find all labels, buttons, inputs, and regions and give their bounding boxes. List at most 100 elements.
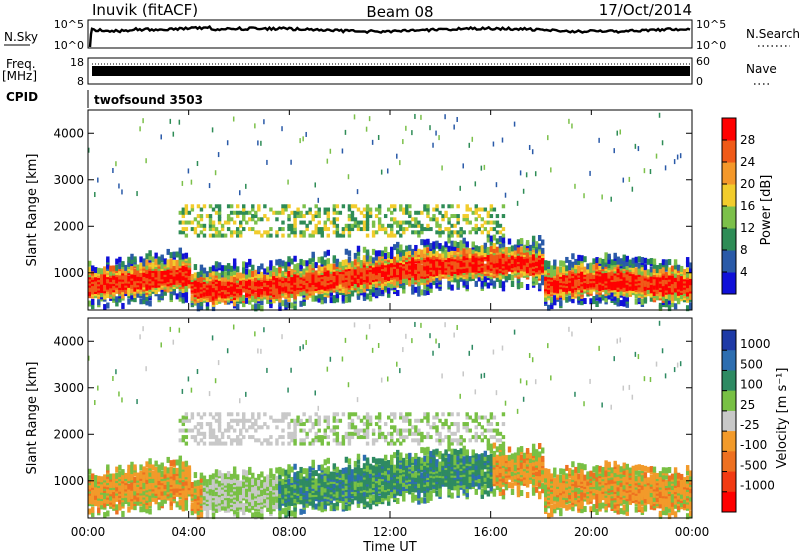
power-cell: [320, 279, 324, 286]
power-cell: [359, 227, 364, 232]
power-cell: [193, 217, 198, 222]
power-cell: [402, 230, 406, 235]
velocity-cell: [166, 482, 170, 489]
velocity-cell: [275, 496, 279, 503]
power-cell: [181, 227, 186, 232]
velocity-cell: [199, 472, 204, 479]
power-cell: [133, 268, 137, 275]
power-cell: [193, 264, 198, 271]
power-cell: [362, 207, 367, 212]
freq-band: [92, 66, 690, 76]
velocity-cell: [118, 504, 122, 511]
power-cell: [181, 207, 186, 212]
velocity-cell: [208, 478, 213, 485]
velocity-cell: [115, 369, 117, 375]
power-cell: [257, 265, 261, 272]
power-cell: [571, 261, 575, 268]
velocity-cell: [248, 425, 252, 430]
power-cell: [242, 214, 246, 219]
power-cell: [347, 250, 352, 257]
power-cell: [314, 262, 318, 269]
power-cell: [459, 240, 463, 247]
power-cell: [362, 282, 367, 289]
power-cell: [586, 275, 590, 282]
velocity-cell: [163, 466, 167, 473]
velocity-cell: [124, 495, 128, 502]
power-cell: [214, 261, 219, 268]
power-cell: [254, 303, 258, 310]
power-cell: [184, 277, 189, 284]
power-cell: [480, 223, 485, 228]
power-cell: [311, 214, 315, 219]
power-cell: [320, 294, 324, 301]
power-cell: [513, 248, 518, 255]
power-cell: [516, 200, 519, 206]
power-cell: [625, 255, 629, 262]
power-cell: [480, 165, 483, 171]
power-cell: [408, 204, 412, 209]
velocity-cell: [284, 507, 288, 514]
power-cell: [658, 290, 663, 297]
velocity-cell: [263, 476, 267, 483]
velocity-cell: [269, 415, 273, 420]
power-cell: [559, 300, 563, 307]
power-cell: [441, 214, 445, 219]
velocity-cell: [145, 503, 149, 510]
power-cell: [205, 300, 210, 307]
power-cell: [562, 264, 566, 271]
power-cell: [426, 263, 430, 270]
power-cell: [323, 278, 327, 285]
velocity-cell: [229, 473, 234, 480]
power-cell: [278, 304, 282, 311]
power-cell: [483, 246, 488, 253]
power-cell: [447, 230, 451, 235]
power-cell: [649, 169, 652, 175]
power-cell: [287, 270, 291, 277]
power-cell: [242, 271, 246, 278]
power-cell: [547, 304, 551, 311]
power-cell: [320, 233, 324, 238]
power-cell: [190, 220, 195, 225]
velocity-cell: [242, 412, 246, 417]
power-cell: [317, 210, 321, 215]
power-cell: [353, 259, 358, 266]
velocity-cell: [239, 438, 243, 443]
velocity-cell: [266, 367, 268, 373]
power-cell: [190, 294, 195, 301]
power-cell: [386, 266, 391, 273]
power-cell: [278, 210, 282, 215]
power-cell: [365, 282, 370, 289]
power-cell: [103, 266, 107, 273]
power-cell: [239, 220, 243, 225]
velocity-cell: [293, 441, 297, 446]
power-cell: [486, 236, 491, 243]
velocity-cell: [133, 464, 137, 471]
power-cell: [311, 251, 315, 258]
power-cell: [239, 230, 243, 235]
power-cell: [260, 263, 264, 270]
power-cell: [239, 190, 241, 196]
velocity-cell: [190, 428, 195, 433]
power-cell: [359, 220, 364, 225]
power-cell: [332, 255, 337, 262]
velocity-cell: [284, 488, 288, 495]
power-cell: [571, 297, 575, 304]
power-cell: [365, 293, 370, 300]
velocity-cell: [217, 489, 222, 496]
power-cell: [350, 227, 355, 232]
power-cell: [459, 230, 463, 235]
power-cell: [217, 262, 222, 269]
velocity-cell: [229, 412, 234, 417]
power-cell: [670, 276, 675, 283]
power-cell: [444, 210, 448, 215]
velocity-cell: [293, 497, 297, 504]
power-cell: [326, 210, 330, 215]
velocity-cell: [187, 376, 190, 382]
power-cell: [607, 293, 611, 300]
power-cell: [408, 223, 412, 228]
power-cell: [217, 281, 222, 288]
power-cell: [293, 210, 297, 215]
power-cell: [187, 168, 190, 174]
velocity-cell: [254, 438, 258, 443]
power-cell: [184, 252, 189, 259]
